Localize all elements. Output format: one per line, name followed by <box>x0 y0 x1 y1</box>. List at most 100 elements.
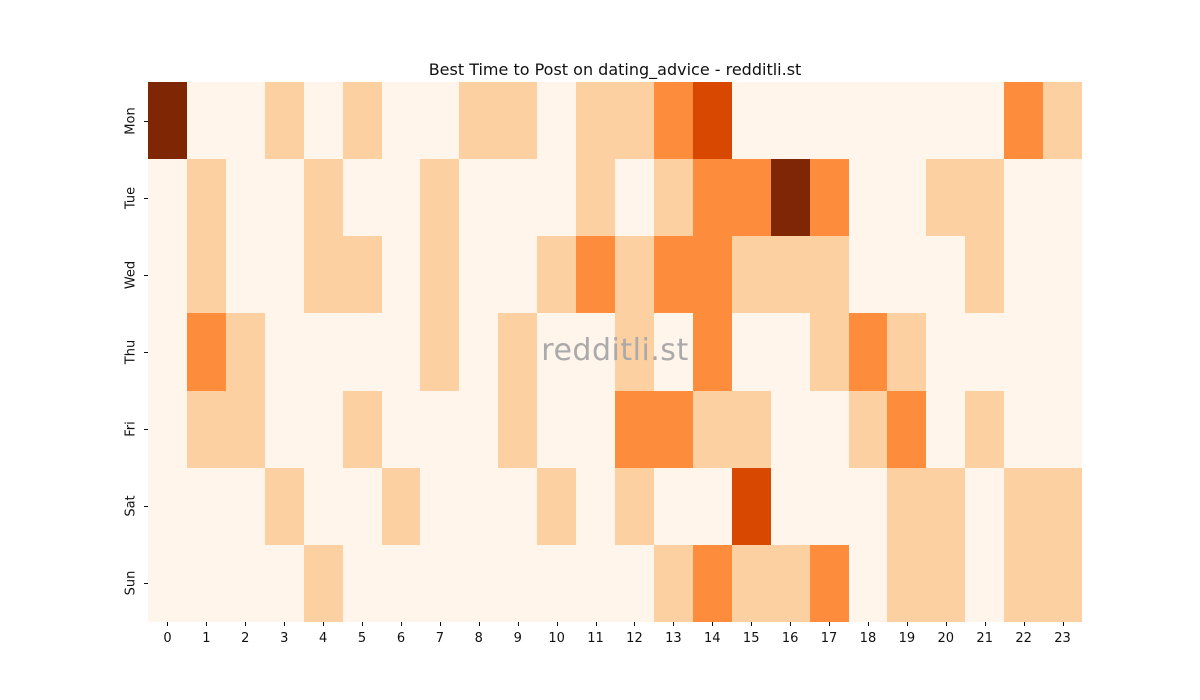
heatmap-cell <box>615 159 654 237</box>
heatmap-cell <box>1043 544 1082 622</box>
heatmap-cell <box>1004 313 1044 391</box>
heatmap-cell <box>225 390 265 468</box>
heatmap-cell <box>537 313 577 391</box>
heatmap-cell <box>809 544 849 622</box>
heatmap-cell <box>770 544 810 622</box>
x-tick-mark <box>439 622 441 626</box>
heatmap-cell <box>342 390 382 468</box>
heatmap-cell <box>887 82 927 160</box>
heatmap-cell <box>809 82 849 160</box>
heatmap-cell <box>186 544 226 622</box>
x-tick-label: 2 <box>241 631 250 646</box>
heatmap-cell <box>692 236 732 314</box>
heatmap-cell <box>653 544 693 622</box>
heatmap-cell <box>381 313 421 391</box>
x-tick-label: 22 <box>1015 631 1032 646</box>
x-tick-mark <box>323 622 325 626</box>
heatmap-cell <box>420 82 460 160</box>
heatmap-cell <box>303 467 343 545</box>
heatmap-cell <box>459 390 499 468</box>
y-tick-mark <box>144 352 148 353</box>
heatmap-cell <box>887 236 927 314</box>
heatmap-cell <box>537 236 577 314</box>
heatmap-cell <box>770 390 810 468</box>
chart-title: Best Time to Post on dating_advice - red… <box>428 60 802 79</box>
heatmap-cell <box>186 236 226 314</box>
heatmap-cell <box>576 82 615 160</box>
heatmap-cell <box>498 82 538 160</box>
x-tick-label: 21 <box>976 631 993 646</box>
heatmap-cell <box>1004 390 1044 468</box>
y-tick-label: Wed <box>123 260 139 290</box>
heatmap-cell <box>731 82 771 160</box>
x-tick-mark <box>400 622 402 626</box>
heatmap-cell <box>537 82 577 160</box>
x-tick-label: 16 <box>781 631 799 646</box>
y-tick-label: Fri <box>123 421 139 437</box>
heatmap-cell <box>770 82 810 160</box>
y-tick-label: Tue <box>123 186 139 209</box>
heatmap-cell <box>731 544 771 622</box>
heatmap-cell <box>1004 159 1044 237</box>
x-tick-label: 11 <box>587 631 604 646</box>
heatmap-cell <box>148 390 187 468</box>
heatmap-cell <box>887 544 927 622</box>
heatmap-cell <box>731 236 771 314</box>
heatmap-cell <box>926 390 966 468</box>
heatmap-cell <box>148 544 187 622</box>
heatmap-cell <box>1004 82 1044 160</box>
heatmap-cell <box>537 390 577 468</box>
x-tick-mark <box>1023 622 1025 626</box>
heatmap-cell <box>225 159 265 237</box>
heatmap-cell <box>537 467 577 545</box>
x-tick-label: 19 <box>898 631 916 646</box>
heatmap-cell <box>576 544 615 622</box>
heatmap-cell <box>731 467 771 545</box>
heatmap-cell <box>653 467 693 545</box>
heatmap-cells <box>148 82 1082 622</box>
heatmap-cell <box>848 544 888 622</box>
heatmap-plot: redditli.st <box>148 82 1082 622</box>
heatmap-cell <box>264 467 304 545</box>
heatmap-cell <box>887 467 927 545</box>
heatmap-cell <box>1043 236 1082 314</box>
heatmap-cell <box>653 82 693 160</box>
heatmap-cell <box>342 467 382 545</box>
y-tick-label: Thu <box>123 339 139 365</box>
heatmap-cell <box>498 313 538 391</box>
y-tick-mark <box>144 506 148 508</box>
heatmap-cell <box>420 390 460 468</box>
x-tick-mark <box>284 622 286 626</box>
heatmap-cell <box>342 82 382 160</box>
x-tick-mark <box>1062 622 1064 626</box>
x-tick-label: 15 <box>742 631 760 646</box>
heatmap-cell <box>1043 82 1082 160</box>
x-tick-mark <box>751 622 753 626</box>
heatmap-cell <box>148 313 187 391</box>
heatmap-cell <box>653 313 693 391</box>
heatmap-cell <box>148 159 187 237</box>
heatmap-cell <box>692 82 732 160</box>
heatmap-cell <box>225 82 265 160</box>
x-tick-label: 7 <box>435 631 445 646</box>
x-tick-mark <box>478 622 480 626</box>
heatmap-cell <box>148 82 187 160</box>
heatmap-cell <box>965 159 1005 237</box>
y-tick-label: Sun <box>123 571 139 596</box>
heatmap-cell <box>342 159 382 237</box>
heatmap-cell <box>731 313 771 391</box>
x-tick-mark <box>945 622 947 626</box>
heatmap-cell <box>186 82 226 160</box>
x-tick-label: 12 <box>626 631 643 646</box>
heatmap-cell <box>692 313 732 391</box>
heatmap-cell <box>926 82 966 160</box>
heatmap-cell <box>576 313 615 391</box>
heatmap-cell <box>342 236 382 314</box>
heatmap-cell <box>615 313 654 391</box>
heatmap-cell <box>303 390 343 468</box>
heatmap-cell <box>770 236 810 314</box>
heatmap-cell <box>537 544 577 622</box>
x-tick-label: 5 <box>357 631 367 646</box>
y-tick-label: Sat <box>123 495 139 517</box>
